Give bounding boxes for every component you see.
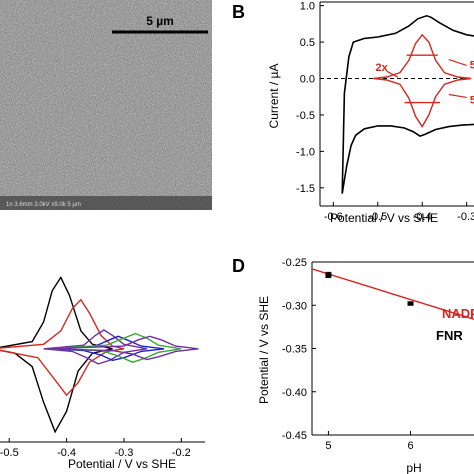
panel-d-xlabel: pH	[406, 461, 421, 474]
panel-b-y-tick-label: -1.5	[296, 183, 315, 195]
panel-b-x-tick-label: -0.6	[324, 211, 343, 223]
panel-d-y-tick-label: -0.35	[282, 344, 307, 356]
panel-d-legend-fnr: FNR	[436, 328, 463, 343]
panel-c-series-0	[0, 275, 113, 434]
sem-scale-label: 5 µm	[146, 14, 174, 28]
panel-b-annotation-57: 57	[470, 59, 474, 71]
panel-b-x-tick-label: -0.4	[413, 211, 432, 223]
panel-d-x-tick-label: 6	[407, 440, 413, 452]
panel-b-arrow-59	[448, 93, 467, 99]
panel-d-y-tick-label: -0.45	[282, 430, 307, 442]
panel-b-annotation-2x: 2x	[376, 62, 389, 74]
panel-c-plot: -0.5 -0.4 -0.3 -0.2	[0, 275, 205, 459]
panel-d-legend-nadp: NADP	[442, 306, 474, 321]
panel-d-y-tick-label: -0.25	[282, 257, 307, 269]
panel-d-plot: -0.25-0.30-0.35-0.40-0.45567	[282, 257, 474, 452]
panel-b-annotation-59: 59	[470, 94, 474, 106]
panel-b-y-tick-label: 0.0	[300, 74, 315, 86]
panel-b: B Current / µA Potential / V vs SHE 1.0 0…	[232, 1, 474, 225]
panel-c-series-4	[49, 332, 182, 363]
panel-c-traces	[0, 275, 199, 434]
panel-d-marks	[312, 268, 474, 320]
panel-c-series-3	[49, 335, 165, 362]
panel-c-xlabel: Potential / V vs SHE	[68, 457, 176, 471]
panel-c-x-tick-label: -0.3	[114, 447, 133, 459]
panel-b-x-tick-label: -0.3	[457, 211, 474, 223]
panel-d-ylabel: Potential / V vs SHE	[257, 296, 271, 404]
panel-d: D Potential / V vs SHE pH NADP FNR -0.25…	[232, 256, 474, 474]
panel-c-x-tick-label: -0.2	[172, 447, 191, 459]
panel-b-y-tick-label: 1.0	[300, 1, 315, 13]
sem-texture	[0, 0, 212, 210]
panel-c-series-1	[0, 298, 125, 397]
panel-c-series-2	[43, 329, 148, 365]
panel-b-arrow-2x	[386, 70, 399, 78]
panel-b-x-tick-label: -0.5	[368, 211, 387, 223]
panel-d-letter: D	[232, 256, 245, 276]
panel-b-y-tick-label: -1.0	[296, 146, 315, 158]
panel-b-y-tick-label: 0.5	[300, 37, 315, 49]
panel-b-letter: B	[232, 2, 245, 22]
panel-b-y-tick-label: -0.5	[296, 110, 315, 122]
panel-c-x-tick-label: -0.5	[0, 447, 19, 459]
panel-b-plot: 1.0 0.5 0.0 -0.5 -1.0 -1.5 -0.6 -0.5 -0.4 -0.3 2x 5…	[296, 1, 474, 223]
panel-d-point	[325, 272, 332, 277]
panel-d-x-tick-label: 5	[325, 440, 331, 452]
panel-c: Potential / V vs SHE -0.5 -0.4 -0.3 -0.2	[0, 275, 205, 471]
panel-b-series-1	[373, 33, 472, 128]
panel-b-arrow-57	[448, 58, 467, 66]
sem-panel: 1n 3.6mm 3.0kV x9.0k 5 µm 5 µm	[0, 0, 212, 210]
panel-b-ylabel: Current / µA	[267, 64, 281, 129]
sem-footer-bar	[0, 196, 212, 210]
panel-b-traces	[341, 14, 474, 194]
panel-c-series-5	[49, 335, 199, 361]
panel-d-y-tick-label: -0.40	[282, 387, 307, 399]
panel-c-x-tick-label: -0.4	[57, 447, 76, 459]
panel-b-series-0	[341, 14, 474, 194]
sem-footer-text: 1n 3.6mm 3.0kV x9.0k 5 µm	[6, 202, 81, 208]
panel-d-fit-line	[312, 268, 474, 320]
panel-b-xlabel: Potential / V vs SHE	[330, 211, 438, 225]
panel-d-y-tick-label: -0.30	[282, 300, 307, 312]
panel-d-point	[407, 301, 414, 306]
